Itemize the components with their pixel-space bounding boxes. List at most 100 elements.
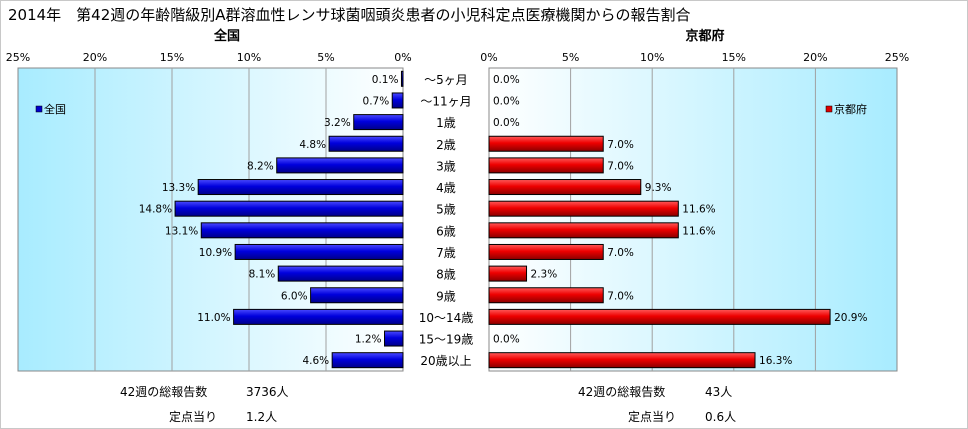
tick-label: 0% <box>480 51 497 64</box>
value-label: 10.9% <box>199 247 232 259</box>
category-label: ～11ヶ月 <box>420 94 471 108</box>
bar <box>488 179 642 196</box>
bar <box>488 287 604 304</box>
national-per-site-label: 定点当り <box>169 410 218 424</box>
value-label: 8.2% <box>247 160 274 172</box>
value-label: 0.0% <box>493 95 520 107</box>
tick-label: 15% <box>722 51 746 64</box>
category-label: 5歳 <box>436 203 456 217</box>
value-label: 16.3% <box>759 355 792 367</box>
bar <box>276 157 404 174</box>
legend-kyoto: 京都府 <box>825 102 867 116</box>
value-label: 0.0% <box>493 334 520 346</box>
kyoto-per-site-label: 定点当り <box>628 410 677 424</box>
value-label: 1.2% <box>355 334 382 346</box>
chart-title: 2014年 第42週の年齢階級別A群溶血性レンサ球菌咽頭炎患者の小児科定点医療機… <box>8 6 691 24</box>
bar <box>400 70 404 87</box>
kyoto-per-site-value: 0.6人 <box>705 410 737 424</box>
tick-label: 20% <box>803 51 827 64</box>
value-label: 4.8% <box>299 139 326 151</box>
legend-kyoto-swatch <box>825 105 833 113</box>
value-label: 0.0% <box>493 74 520 86</box>
kyoto-total-value: 43人 <box>705 385 733 399</box>
tick-label: 10% <box>237 51 261 64</box>
tick-label: 0% <box>394 51 411 64</box>
value-label: 14.8% <box>139 204 172 216</box>
bar <box>233 308 404 325</box>
category-label: 9歳 <box>436 289 456 303</box>
panel-title-kyoto: 京都府 <box>685 28 724 44</box>
legend-kyoto-label: 京都府 <box>834 102 867 116</box>
national-per-site-value: 1.2人 <box>246 410 278 424</box>
bar <box>197 179 404 196</box>
tick-label: 25% <box>885 51 909 64</box>
bar <box>328 135 404 152</box>
bar <box>310 287 404 304</box>
value-label: 2.3% <box>531 269 558 281</box>
category-label: 10～14歳 <box>419 311 474 325</box>
national-total-value: 3736人 <box>246 385 289 399</box>
tick-label: 10% <box>640 51 664 64</box>
category-label: 7歳 <box>436 246 456 260</box>
tick-label: 25% <box>6 51 30 64</box>
tick-label: 15% <box>160 51 184 64</box>
legend-national: 全国 <box>35 102 66 116</box>
category-label: 2歳 <box>436 138 456 152</box>
bar <box>488 308 831 325</box>
value-label: 3.2% <box>324 117 351 129</box>
value-labels: 0.1% 0.7% 3.2% 4.8% 8.2% 13.3% 14.8% 13.1%10.9%… <box>139 74 868 367</box>
category-label: ～5ヶ月 <box>424 73 468 87</box>
tick-label: 5% <box>317 51 334 64</box>
kyoto-total-label: 42週の総報告数 <box>578 385 666 399</box>
category-label: 1歳 <box>436 116 456 130</box>
bar <box>174 200 404 217</box>
bar <box>488 135 604 152</box>
bar <box>488 222 679 239</box>
value-label: 20.9% <box>834 312 867 324</box>
bar <box>488 157 604 174</box>
value-label: 11.6% <box>682 204 715 216</box>
value-label: 7.0% <box>607 290 634 302</box>
value-label: 11.0% <box>197 312 230 324</box>
bar <box>384 330 404 347</box>
category-labels: ～5ヶ月 ～11ヶ月 1歳 2歳 3歳 4歳 5歳 6歳 7歳 8歳 9歳 10～14歳 15～19歳 2… <box>419 73 474 368</box>
value-label: 11.6% <box>682 225 715 237</box>
value-label: 4.6% <box>302 355 329 367</box>
bar <box>331 352 404 369</box>
value-label: 9.3% <box>645 182 672 194</box>
tick-label: 5% <box>562 51 579 64</box>
value-label: 7.0% <box>607 247 634 259</box>
bar <box>200 222 404 239</box>
value-label: 0.1% <box>372 74 399 86</box>
value-label: 13.1% <box>165 225 198 237</box>
value-label: 13.3% <box>162 182 195 194</box>
bar <box>353 114 404 131</box>
plot-area-national <box>17 67 404 372</box>
bar <box>488 352 756 369</box>
category-label: 4歳 <box>436 181 456 195</box>
bar <box>277 265 404 282</box>
bar <box>488 265 528 282</box>
bar <box>488 243 604 260</box>
tick-label: 20% <box>83 51 107 64</box>
bar <box>234 243 404 260</box>
category-label: 8歳 <box>436 268 456 282</box>
category-label: 20歳以上 <box>420 354 471 368</box>
category-label: 15～19歳 <box>419 333 474 347</box>
value-label: 6.0% <box>281 290 308 302</box>
bars-layer <box>174 70 831 369</box>
legend-national-label: 全国 <box>44 102 66 116</box>
legend-national-swatch <box>35 105 43 113</box>
tick-labels: 0% 5% 10% 15% 20% 25% 0% 5% 10% 15% 20% 25% <box>6 51 909 64</box>
national-total-label: 42週の総報告数 <box>120 385 208 399</box>
value-label: 0.7% <box>363 95 390 107</box>
category-label: 6歳 <box>436 224 456 238</box>
value-label: 7.0% <box>607 160 634 172</box>
bar <box>391 92 404 109</box>
value-label: 0.0% <box>493 117 520 129</box>
bar <box>488 200 679 217</box>
panel-title-national: 全国 <box>213 28 240 44</box>
category-label: 3歳 <box>436 159 456 173</box>
value-label: 7.0% <box>607 139 634 151</box>
value-label: 8.1% <box>249 269 276 281</box>
